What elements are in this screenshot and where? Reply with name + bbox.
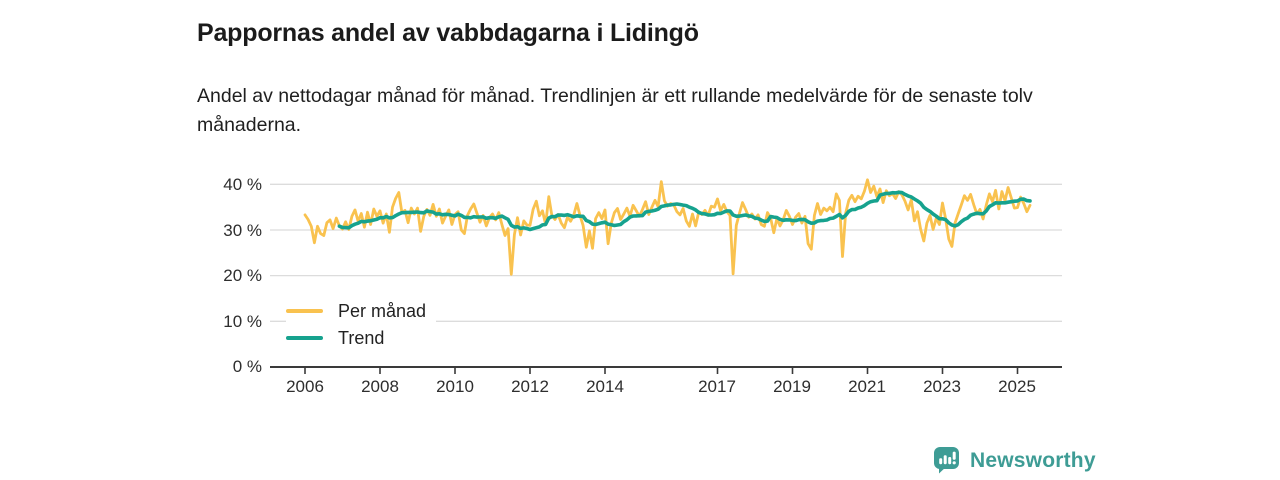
legend-label-per-manad: Per månad [338, 300, 427, 321]
x-axis-label-2023: 2023 [923, 377, 961, 396]
per-manad-line [303, 178, 1032, 276]
trend-line [337, 190, 1032, 232]
x-axis-label-2025: 2025 [998, 377, 1036, 396]
legend-swatch-trend [286, 335, 323, 341]
x-axis-label-2008: 2008 [361, 377, 399, 396]
x-axis-label-2021: 2021 [848, 377, 886, 396]
legend-label-trend: Trend [338, 327, 385, 348]
x-axis-label-2014: 2014 [586, 377, 624, 396]
chart-title: Pappornas andel av vabbdagarna i Lidingö [197, 18, 699, 47]
y-axis-label-40: 40 % [223, 175, 262, 194]
legend-item-trend: Trend [286, 327, 426, 349]
x-axis-label-2017: 2017 [698, 377, 736, 396]
y-axis-label-10: 10 % [223, 312, 262, 331]
legend-item-per-manad: Per månad [286, 300, 426, 322]
y-axis-label-20: 20 % [223, 266, 262, 285]
newsworthy-logo-icon [934, 447, 959, 474]
legend-swatch-per-manad [286, 308, 323, 314]
x-axis-label-2010: 2010 [436, 377, 474, 396]
brand-footer: Newsworthy [933, 446, 1096, 475]
chart-subtitle: Andel av nettodagar månad för månad. Tre… [197, 84, 1033, 136]
y-axis-label-30: 30 % [223, 221, 262, 240]
legend: Per månad Trend [286, 298, 437, 351]
x-axis-label-2006: 2006 [286, 377, 324, 396]
x-axis-label-2012: 2012 [511, 377, 549, 396]
x-axis-label-2019: 2019 [773, 377, 811, 396]
y-axis-label-0: 0 % [232, 357, 262, 376]
newsworthy-brand-text: Newsworthy [970, 448, 1096, 472]
